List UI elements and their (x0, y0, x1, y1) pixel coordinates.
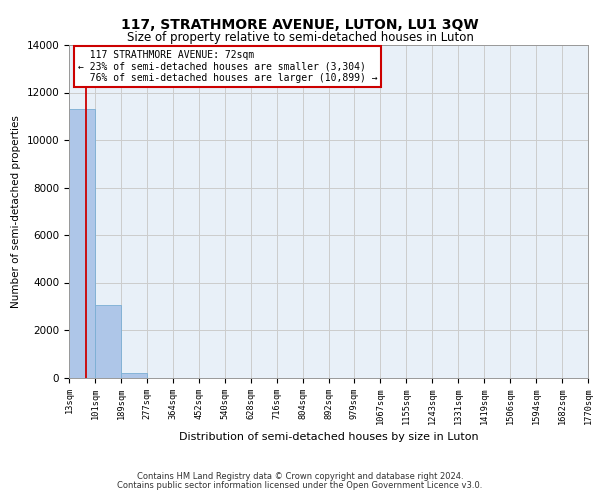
Bar (95, 305, 121, 378)
Bar (69, 109, 95, 378)
Text: Size of property relative to semi-detached houses in Luton: Size of property relative to semi-detach… (127, 31, 473, 44)
X-axis label: Distribution of semi-detached houses by size in Luton: Distribution of semi-detached houses by … (179, 432, 478, 442)
Bar (121, 373, 147, 378)
Text: Contains HM Land Registry data © Crown copyright and database right 2024.: Contains HM Land Registry data © Crown c… (137, 472, 463, 481)
Y-axis label: Number of semi-detached properties: Number of semi-detached properties (11, 115, 21, 308)
Text: Contains public sector information licensed under the Open Government Licence v3: Contains public sector information licen… (118, 481, 482, 490)
Text: 117 STRATHMORE AVENUE: 72sqm
← 23% of semi-detached houses are smaller (3,304)
 : 117 STRATHMORE AVENUE: 72sqm ← 23% of se… (78, 50, 377, 83)
Text: 117, STRATHMORE AVENUE, LUTON, LU1 3QW: 117, STRATHMORE AVENUE, LUTON, LU1 3QW (121, 18, 479, 32)
